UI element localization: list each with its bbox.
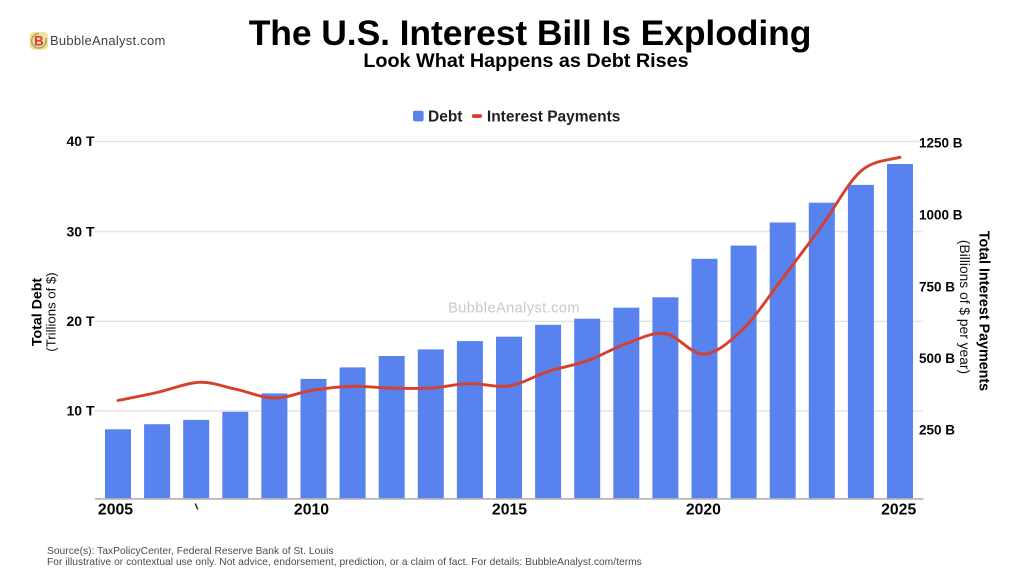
- svg-text:750 B: 750 B: [919, 279, 955, 294]
- svg-text:250 B: 250 B: [919, 423, 955, 438]
- svg-text:10 T: 10 T: [66, 403, 94, 419]
- svg-text:Total Debt: Total Debt: [30, 278, 46, 347]
- svg-text:2020: 2020: [686, 502, 721, 519]
- svg-text:1000 B: 1000 B: [919, 208, 963, 223]
- svg-text:500 B: 500 B: [919, 351, 955, 366]
- svg-text:(Trillions of $): (Trillions of $): [43, 272, 58, 351]
- svg-text:Interest Payments: Interest Payments: [487, 108, 621, 125]
- svg-text:20 T: 20 T: [66, 313, 94, 329]
- svg-text:2025: 2025: [881, 502, 916, 519]
- svg-text:2015: 2015: [492, 502, 527, 519]
- svg-text:(Billions of $ per year): (Billions of $ per year): [957, 240, 972, 374]
- svg-text:40 T: 40 T: [66, 133, 94, 149]
- svg-text:2005: 2005: [98, 502, 133, 519]
- svg-text:Total Interest Payments: Total Interest Payments: [976, 231, 992, 391]
- svg-text:30 T: 30 T: [66, 223, 94, 239]
- svg-text:B: B: [34, 34, 44, 49]
- svg-text:1250 B: 1250 B: [919, 135, 963, 150]
- svg-text:Debt: Debt: [428, 108, 462, 125]
- svg-text:BubbleAnalyst.com: BubbleAnalyst.com: [448, 301, 580, 317]
- svg-text:2010: 2010: [294, 502, 329, 519]
